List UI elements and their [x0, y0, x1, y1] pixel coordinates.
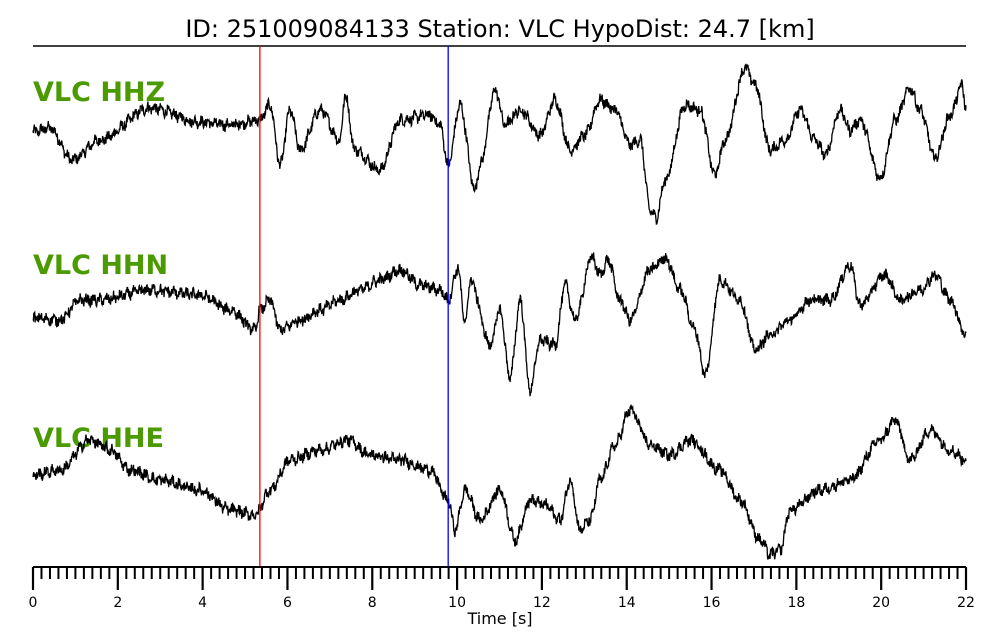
- trace-label-hhn: VLC HHN: [33, 250, 168, 281]
- tick-label: 2: [113, 595, 122, 611]
- tick-label: 12: [533, 595, 551, 611]
- waveform-vlc-hhz: [32, 63, 967, 225]
- chart-title: ID: 251009084133 Station: VLC HypoDist: …: [185, 15, 814, 43]
- trace-label-hhz: VLC HHZ: [33, 77, 165, 108]
- waveform-vlc-hhn: [32, 252, 967, 397]
- tick-label: 4: [198, 595, 207, 611]
- tick-label: 22: [957, 595, 975, 611]
- waveform-vlc-hhe: [32, 404, 967, 560]
- tick-label: 6: [283, 595, 292, 611]
- tick-label: 8: [368, 595, 377, 611]
- trace-label-hhe: VLC HHE: [33, 423, 164, 454]
- tick-label: 0: [29, 595, 38, 611]
- phase-picks: [259, 46, 449, 567]
- tick-label: 14: [618, 595, 636, 611]
- x-axis: 0 2 4 6 8 10 12 14 16 18 20 22: [29, 566, 975, 611]
- tick-label: 10: [448, 595, 466, 611]
- tick-label: 20: [872, 595, 890, 611]
- tick-label: 18: [787, 595, 805, 611]
- traces: [32, 63, 967, 560]
- tick-label: 16: [703, 595, 721, 611]
- x-axis-label: Time [s]: [466, 609, 532, 628]
